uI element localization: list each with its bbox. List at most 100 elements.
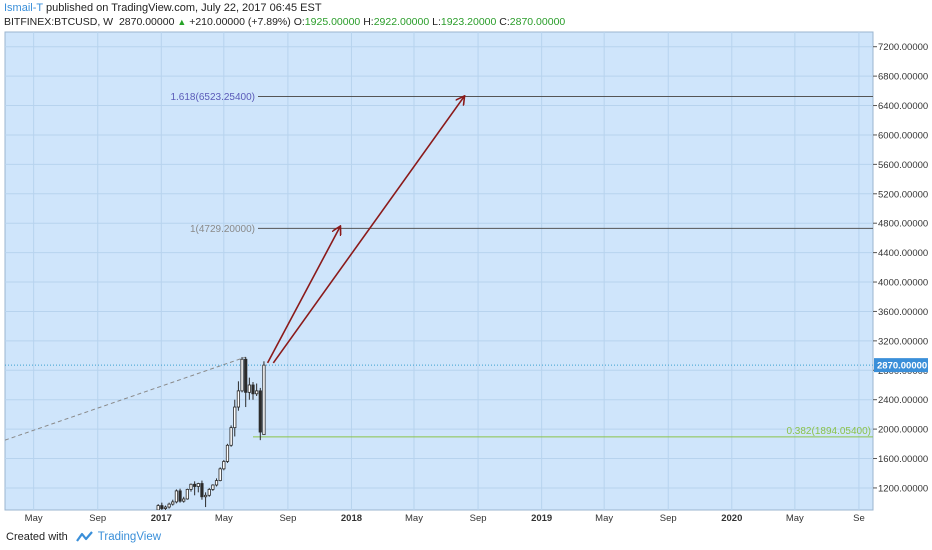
y-tick-label: 4800.00000 [878,219,928,230]
candle-body [244,358,248,393]
y-tick-label: 3600.00000 [878,307,928,318]
candle [255,383,259,397]
candle [229,425,233,447]
candle [200,480,204,500]
x-tick-label: Sep [89,513,106,524]
candle [214,478,219,487]
high-value: 2922.00000 [373,16,430,28]
candle-body [193,483,197,487]
fib-level-label: 1(4729.20000) [190,224,255,235]
current-price-label: 2870.00000 [877,361,927,372]
up-arrow-icon: ▲ [177,17,187,27]
y-tick-label: 1200.00000 [878,483,928,494]
candle-body [178,490,182,502]
y-tick-label: 4000.00000 [878,278,928,289]
y-tick-label: 4400.00000 [878,248,928,259]
projection-arrow [272,97,464,364]
x-tick-label: 2020 [721,513,742,524]
y-tick-label: 2400.00000 [878,395,928,406]
x-tick-label: 2017 [151,513,172,524]
fib-trend-line [5,356,246,441]
candle-body [167,503,171,508]
candle [207,487,211,497]
y-tick-label: 2000.00000 [878,425,928,436]
tradingview-brand-link[interactable]: TradingView [97,531,162,543]
candle [203,492,208,508]
candle-body [233,406,237,429]
y-tick-label: 6000.00000 [878,130,928,141]
candle-body [240,358,244,392]
candle-body [203,494,208,498]
footer: Created with TradingView [6,531,161,543]
author-link[interactable]: Ismail-T [4,2,43,14]
x-tick-label: May [595,513,613,524]
candle-body [185,489,189,500]
close-label: C: [499,16,510,28]
x-tick-label: May [405,513,423,524]
x-tick-label: Sep [660,513,677,524]
y-tick-label: 3200.00000 [878,336,928,347]
candle-body [207,489,211,496]
candle [156,504,160,510]
plot-background [4,31,874,511]
symbol-info: BITFINEX:BTCUSD, W 2870.00000 ▲ +210.000… [4,16,565,28]
low-value: 1923.20000 [440,16,497,28]
plot-area [5,32,873,510]
candle [251,382,255,400]
candle [244,357,248,408]
x-tick-label: 2019 [531,513,552,524]
candle-body [222,461,226,470]
y-tick-label: 7200.00000 [878,42,928,53]
candle-body [182,498,186,502]
candle-body [225,444,230,462]
candle-body [171,501,175,505]
candle [167,502,171,509]
x-tick-label: Sep [279,513,296,524]
x-tick-label: May [215,513,233,524]
y-tick-label: 1600.00000 [878,454,928,465]
low-label: L: [432,16,441,28]
candle [185,488,189,500]
x-tick-label: May [25,513,43,524]
published-text: published on TradingView.com, July 22, 2… [42,2,322,14]
candle [171,499,175,506]
candle-body [211,484,215,490]
candle [233,399,237,437]
y-tick-label: 6800.00000 [878,72,928,83]
candle [182,496,186,503]
candle-body [200,483,204,498]
candle [160,502,164,510]
y-tick-label: 5600.00000 [878,160,928,171]
candle [178,488,182,503]
x-tick-label: May [786,513,804,524]
candle [196,482,200,493]
candle [193,481,197,496]
candle-body [189,483,193,490]
fib-level-label: 0.382(1894.05400) [786,426,871,437]
publish-info: Ismail-T published on TradingView.com, J… [4,2,322,14]
candle-body [258,390,262,433]
x-tick-label: 2018 [341,513,362,524]
price-change: +210.00000 (+7.89%) [189,16,291,28]
last-price: 2870.00000 [118,16,175,28]
x-tick-label: Sep [470,513,487,524]
candle [211,484,215,491]
candle [218,467,222,482]
candle-body [247,384,251,393]
candle [225,443,230,463]
candle-body [255,390,259,395]
candle-body [251,384,255,395]
fib-level-label: 1.618(6523.25400) [170,92,255,103]
candle-body [174,490,179,503]
candle-body [262,364,266,436]
candle-body [218,468,222,481]
candle-body [214,480,219,486]
open-value: 1925.00000 [304,16,361,28]
candle-body [156,505,160,510]
candle [258,387,262,441]
y-tick-label: 5200.00000 [878,189,928,200]
close-value: 2870.00000 [509,16,566,28]
current-price-tag [874,358,928,373]
candle [222,459,226,471]
